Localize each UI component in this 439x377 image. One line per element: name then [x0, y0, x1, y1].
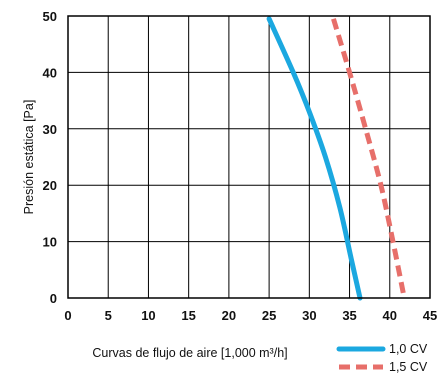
y-tick-label: 20	[43, 178, 57, 193]
x-tick-label: 45	[423, 308, 437, 323]
y-axis-title: Presión estática [Pa]	[22, 100, 36, 215]
plot-frame	[67, 15, 431, 299]
y-tick-label: 10	[43, 235, 57, 250]
series-line	[331, 18, 407, 299]
x-tick-label: 0	[64, 308, 71, 323]
y-tick-label: 30	[43, 122, 57, 137]
legend-label: 1,0 CV	[389, 342, 428, 356]
x-tick-label: 40	[383, 308, 397, 323]
plot-border	[67, 15, 431, 299]
y-axis-ticks: 0 10 20 30 40 50	[43, 9, 57, 306]
y-tick-label: 0	[50, 291, 57, 306]
x-axis-title: Curvas de flujo de aire [1,000 m³/h]	[92, 346, 287, 360]
y-tick-label: 50	[43, 9, 57, 24]
x-tick-label: 25	[262, 308, 276, 323]
x-tick-label: 10	[141, 308, 155, 323]
x-axis-ticks: 0 5 10 15 20 25 30 35 40 45	[64, 308, 437, 323]
x-tick-label: 30	[302, 308, 316, 323]
x-tick-label: 20	[222, 308, 236, 323]
chart-legend: 1,0 CV 1,5 CV	[336, 342, 428, 374]
x-tick-label: 15	[181, 308, 195, 323]
chart-series	[266, 16, 407, 301]
x-tick-label: 35	[342, 308, 356, 323]
legend-label: 1,5 CV	[389, 360, 428, 374]
x-tick-label: 5	[105, 308, 112, 323]
y-tick-label: 40	[43, 65, 57, 80]
series-line	[266, 16, 363, 301]
